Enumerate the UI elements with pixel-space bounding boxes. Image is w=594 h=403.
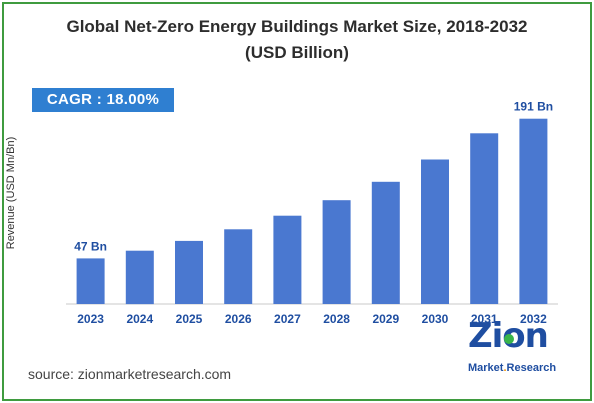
bar-2029	[371, 181, 400, 304]
x-tick-label-2028: 2028	[323, 312, 350, 326]
chart-title-line1: Global Net-Zero Energy Buildings Market …	[66, 17, 528, 36]
logo-dot-icon	[504, 334, 514, 344]
x-tick-label-2024: 2024	[126, 312, 153, 326]
data-label-2032: 191 Bn	[514, 100, 553, 114]
bar-2024	[125, 250, 154, 305]
logo-subtitle: Market.Research	[468, 362, 557, 374]
x-tick-label-2023: 2023	[77, 312, 104, 326]
source-note: source: zionmarketresearch.com	[28, 366, 232, 382]
x-tick-label-2030: 2030	[422, 312, 449, 326]
chart-title: Global Net-Zero Energy Buildings Market …	[0, 14, 594, 66]
bar-2031	[470, 133, 499, 304]
bar-2023	[76, 258, 105, 304]
data-label-2023: 47 Bn	[74, 239, 107, 253]
x-tick-label-2025: 2025	[176, 312, 203, 326]
logo-sub-right: Research	[506, 362, 557, 374]
bar-2030	[421, 159, 449, 304]
bar-2025	[175, 240, 203, 304]
cagr-badge: CAGR : 18.00%	[32, 88, 174, 112]
bar-2026	[224, 229, 253, 304]
x-tick-label-2032: 2032	[520, 312, 547, 326]
x-tick-label-2026: 2026	[225, 312, 252, 326]
bar-2027	[273, 215, 302, 304]
zion-logo: Zion Market.Research	[438, 316, 578, 392]
bar-2032	[519, 118, 548, 304]
x-tick-label-2027: 2027	[274, 312, 301, 326]
x-tick-label-2031: 2031	[471, 312, 498, 326]
bar-2028	[322, 200, 351, 304]
x-tick-label-2029: 2029	[372, 312, 399, 326]
chart-title-line2: (USD Billion)	[245, 43, 349, 62]
logo-sub-left: Market	[468, 362, 504, 374]
